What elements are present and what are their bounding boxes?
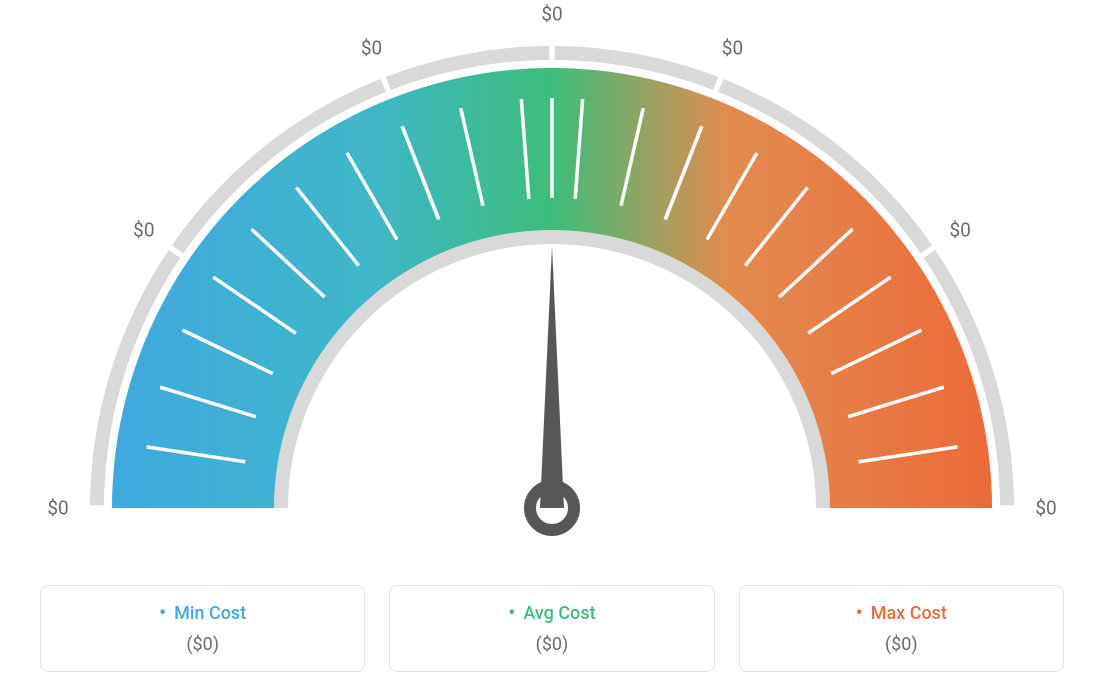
legend-title-avg: Avg Cost (390, 600, 713, 624)
legend-title-max: Max Cost (740, 600, 1063, 624)
gauge-tick-label: $0 (541, 3, 562, 26)
legend-card-min: Min Cost ($0) (40, 585, 365, 672)
gauge-tick-label: $0 (133, 218, 154, 241)
gauge-tick-label: $0 (47, 497, 68, 520)
gauge-tick-label: $0 (949, 218, 970, 241)
gauge-chart-container: $0 $0 $0 $0 $0 $0 $0 Min Cost ($0) Avg Cost ($… (0, 0, 1104, 690)
legend-row: Min Cost ($0) Avg Cost ($0) Max Cost ($0… (40, 585, 1064, 672)
legend-value-max: ($0) (740, 634, 1063, 655)
legend-value-avg: ($0) (390, 634, 713, 655)
gauge-area: $0 $0 $0 $0 $0 $0 $0 (0, 0, 1104, 560)
legend-card-avg: Avg Cost ($0) (389, 585, 714, 672)
gauge-needle (540, 246, 564, 508)
gauge-tick-label: $0 (722, 37, 743, 60)
gauge-tick-label: $0 (1035, 497, 1056, 520)
legend-title-min: Min Cost (41, 600, 364, 624)
gauge-tick-label: $0 (361, 37, 382, 60)
gauge-svg (0, 0, 1104, 560)
legend-value-min: ($0) (41, 634, 364, 655)
legend-card-max: Max Cost ($0) (739, 585, 1064, 672)
